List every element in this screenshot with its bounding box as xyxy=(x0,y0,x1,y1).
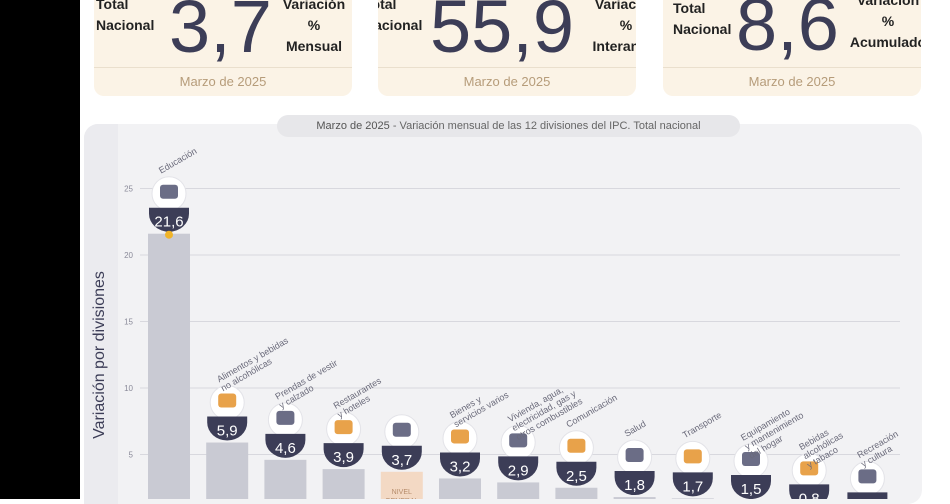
value-badge xyxy=(323,443,364,468)
bar xyxy=(380,471,423,499)
chart-title: Marzo de 2025 - Variación mensual de las… xyxy=(277,115,740,137)
y-tick-label: 25 xyxy=(124,185,133,194)
card-right-label: Variación % Interanual xyxy=(586,0,636,57)
bar xyxy=(148,233,190,499)
value-label: 3,2 xyxy=(450,458,471,475)
card-right-label-line: Variación xyxy=(594,0,636,12)
y-axis-panel xyxy=(84,124,118,504)
y-tick-label: 10 xyxy=(124,384,133,393)
card-right-label-line: Mensual xyxy=(285,38,342,54)
card-interanual: Total Nacional 55,9 Variación % Interanu… xyxy=(378,0,636,96)
bar xyxy=(555,487,598,499)
category-label: Transporte xyxy=(681,410,723,440)
value-label: 1,7 xyxy=(682,478,703,495)
card-left-label: Total Nacional xyxy=(96,0,155,33)
card-value: 8,6 xyxy=(736,0,839,66)
card-value: 3,7 xyxy=(169,0,272,68)
food-basket-icon xyxy=(209,385,245,421)
value-badge xyxy=(731,475,771,499)
value-label: 2,5 xyxy=(566,468,587,485)
cutlery-icon xyxy=(326,411,362,447)
value-label: 0,8 xyxy=(799,490,820,499)
card-left-label: Total Nacional xyxy=(673,0,732,37)
y-tick-label: 20 xyxy=(124,251,133,260)
value-label: 2,9 xyxy=(508,462,529,479)
value-label: 3,7 xyxy=(391,452,412,469)
bottle-glass-icon xyxy=(791,452,827,488)
value-badge xyxy=(556,461,597,486)
comb-scissors-icon xyxy=(442,420,478,456)
bar xyxy=(264,459,307,499)
card-right-label-line: Acumulado xyxy=(849,34,921,50)
y-tick-label: 5 xyxy=(129,451,134,460)
value-badge xyxy=(614,471,655,496)
value-badge xyxy=(440,452,480,477)
general-bar-label: NIVEL xyxy=(392,489,412,496)
card-right-label-line: % xyxy=(881,13,895,29)
medical-kit-icon xyxy=(617,439,653,475)
bar xyxy=(497,482,540,499)
value-badge xyxy=(207,416,248,441)
value-badge xyxy=(265,433,306,458)
chart-title-prefix: Marzo de 2025 xyxy=(316,120,390,132)
value-badge xyxy=(381,445,422,470)
category-label: Educación xyxy=(157,146,198,176)
value-marker xyxy=(165,230,173,239)
category-label: Salud xyxy=(623,419,648,439)
card-mensual: Total Nacional 3,7 Variación % Mensual M… xyxy=(94,0,352,96)
card-acumulado: Total Nacional 8,6 Variación % Acumulado… xyxy=(663,0,921,96)
category-label: Alimentos y bebidas xyxy=(215,335,290,384)
value-badge xyxy=(789,484,830,499)
card-footer: Marzo de 2025 xyxy=(94,67,352,96)
bar xyxy=(206,442,249,499)
general-bar-label: GENERAL xyxy=(385,498,419,499)
card-left-label: Total Nacional xyxy=(378,0,423,33)
card-footer: Marzo de 2025 xyxy=(663,67,921,96)
value-label: 3,9 xyxy=(333,449,354,466)
card-footer: Marzo de 2025 xyxy=(378,67,636,96)
bar xyxy=(439,478,481,499)
card-right-label-line: % xyxy=(619,17,633,33)
value-badge xyxy=(672,472,713,497)
shopping-basket-icon xyxy=(384,414,420,450)
lightbulb-icon xyxy=(500,424,536,460)
card-right-label-line: % xyxy=(307,17,321,33)
value-label: 21,6 xyxy=(154,214,183,231)
value-label: 1,5 xyxy=(741,481,762,498)
value-badge xyxy=(847,492,888,499)
card-right-label-line: Variación xyxy=(282,0,346,12)
y-tick-label: 15 xyxy=(124,318,133,327)
chart-title-text: - Variación mensual de las 12 divisiones… xyxy=(389,120,701,132)
value-label: 4,6 xyxy=(275,440,296,457)
smartphone-icon xyxy=(558,430,594,466)
value-badge xyxy=(149,207,189,232)
bus-icon xyxy=(675,440,711,476)
card-right-label: Variación % Mensual xyxy=(274,0,352,57)
card-right-label-line: Variación xyxy=(856,0,920,8)
bar xyxy=(322,469,365,499)
bar xyxy=(613,497,656,499)
value-label: 1,8 xyxy=(624,477,645,494)
card-value: 55,9 xyxy=(430,0,575,68)
value-badge xyxy=(498,456,539,481)
card-right-label: Variación % Acumulado xyxy=(843,0,921,53)
card-right-label-line: Interanual xyxy=(592,38,636,54)
value-label: 5,9 xyxy=(217,423,238,440)
left-black-bar xyxy=(0,0,80,499)
books-icon xyxy=(151,176,187,212)
